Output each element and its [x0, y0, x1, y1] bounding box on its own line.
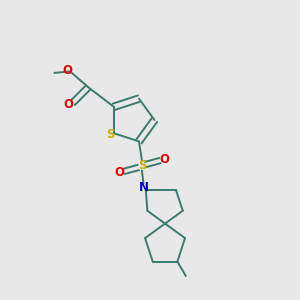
- Text: O: O: [114, 166, 124, 179]
- Text: S: S: [106, 128, 114, 141]
- Text: O: O: [63, 98, 73, 111]
- Text: N: N: [139, 181, 148, 194]
- Text: O: O: [160, 153, 170, 166]
- Text: O: O: [62, 64, 72, 77]
- Text: S: S: [138, 160, 146, 172]
